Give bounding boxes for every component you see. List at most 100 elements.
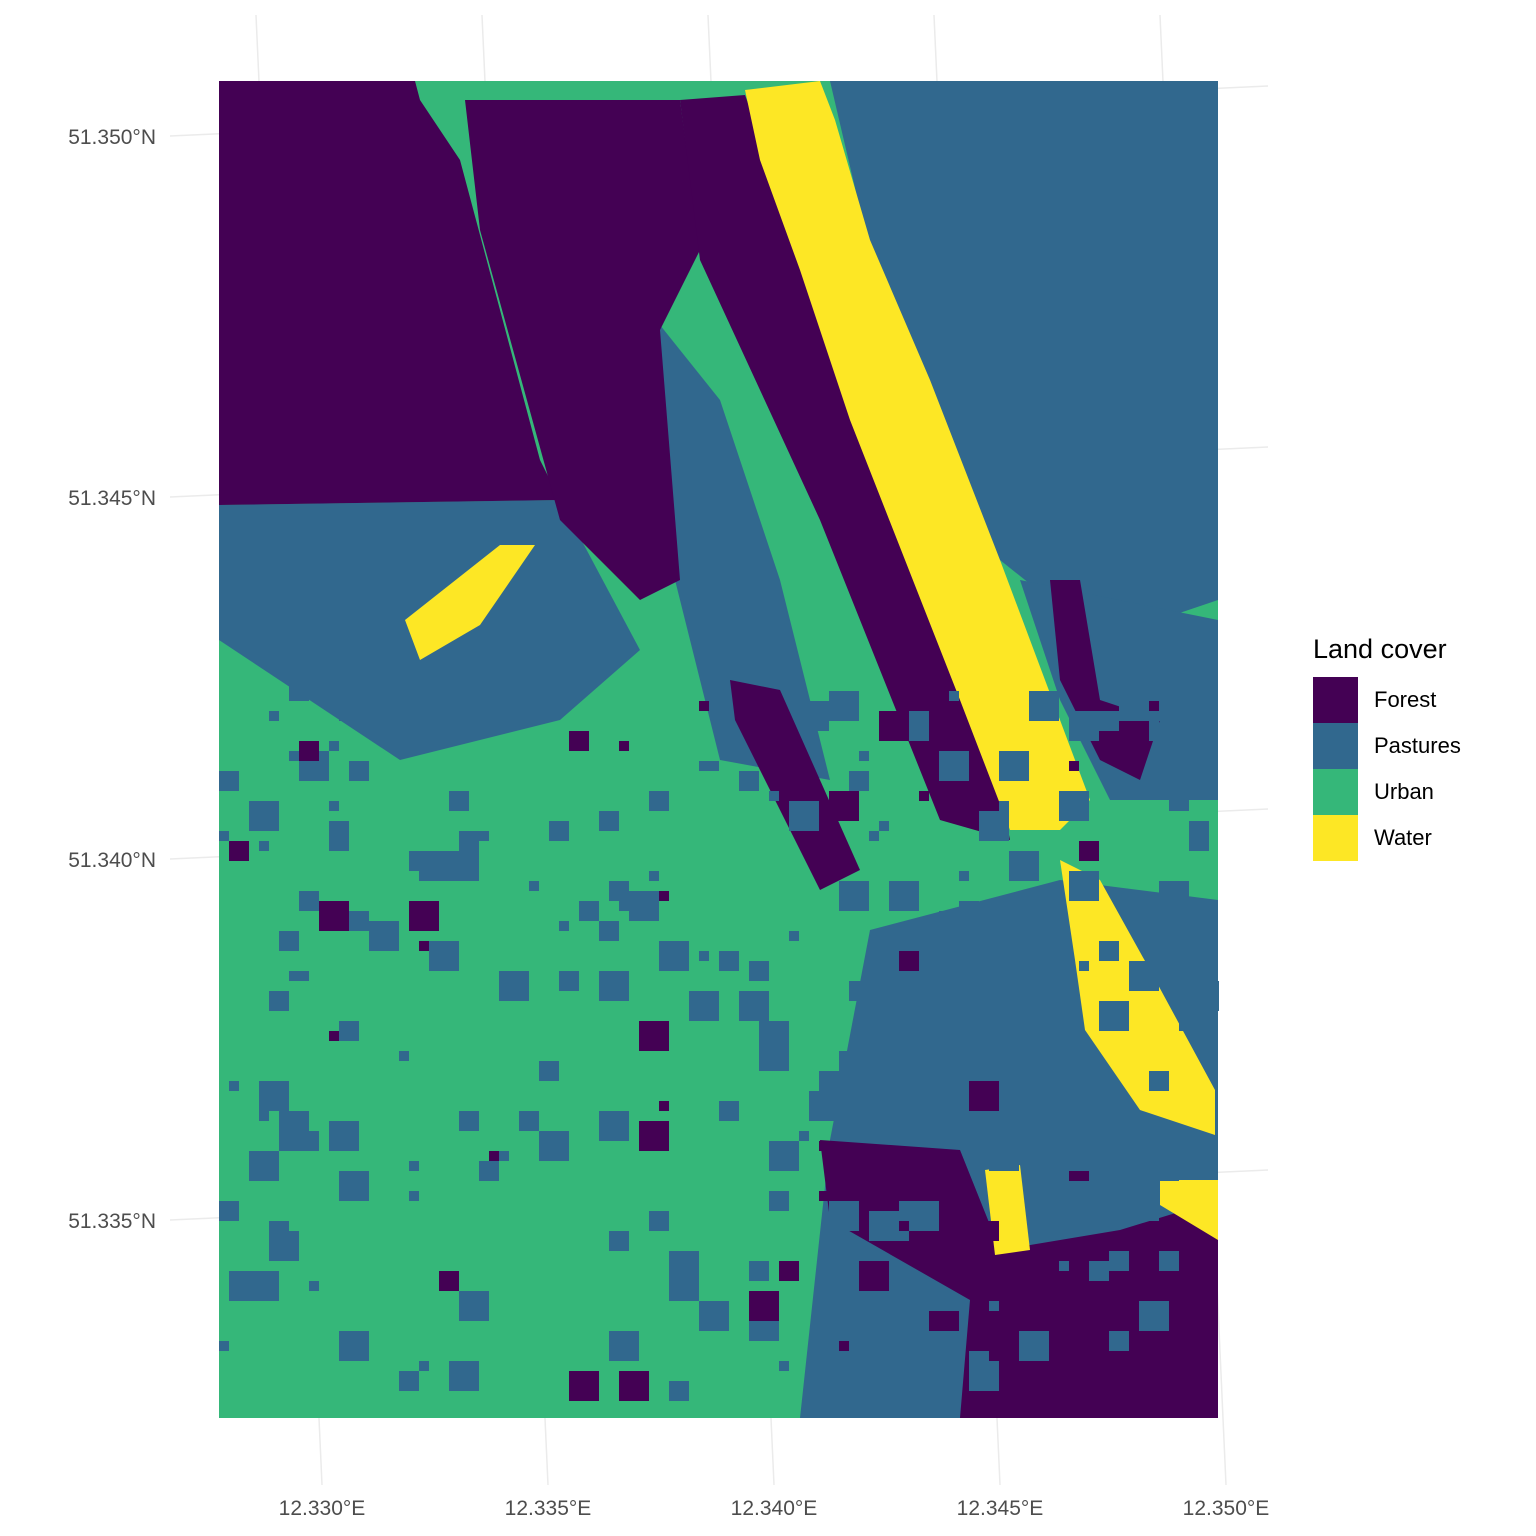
raster-cell bbox=[769, 791, 779, 801]
water-patch bbox=[1060, 860, 1215, 1135]
raster-cell bbox=[929, 1041, 949, 1061]
raster-cell bbox=[409, 1161, 419, 1171]
lon-label: 12.345°E bbox=[957, 1497, 1044, 1520]
legend-title: Land cover bbox=[1313, 634, 1447, 664]
raster-cell bbox=[879, 1291, 889, 1301]
raster-layer bbox=[219, 81, 1219, 1418]
raster-cell bbox=[709, 761, 719, 771]
legend-swatch bbox=[1313, 723, 1358, 769]
lon-label: 12.330°E bbox=[279, 1497, 366, 1520]
raster-cell bbox=[479, 831, 489, 841]
raster-cell bbox=[829, 1201, 859, 1231]
raster-cell bbox=[699, 761, 709, 771]
raster-cell bbox=[329, 741, 339, 751]
raster-cell bbox=[699, 1301, 729, 1331]
raster-cell bbox=[969, 1081, 999, 1111]
raster-cell bbox=[499, 971, 529, 1001]
raster-cell bbox=[799, 1131, 809, 1141]
raster-cell bbox=[409, 1191, 419, 1201]
raster-cell bbox=[809, 1351, 819, 1361]
raster-cell bbox=[919, 1321, 929, 1331]
pastures-patch bbox=[640, 300, 830, 780]
raster-cell bbox=[1019, 981, 1049, 1011]
legend-label: Urban bbox=[1374, 779, 1434, 804]
raster-cell bbox=[1009, 1011, 1039, 1041]
water-patch bbox=[405, 545, 535, 660]
raster-cell bbox=[289, 971, 299, 981]
raster-cell bbox=[719, 1101, 739, 1121]
raster-cell bbox=[1189, 821, 1209, 841]
raster-cell bbox=[599, 821, 609, 831]
lat-label: 51.350°N bbox=[68, 126, 156, 149]
forest-patch bbox=[219, 81, 560, 505]
raster-cell bbox=[339, 711, 349, 721]
raster-cell bbox=[339, 1331, 369, 1361]
lon-label: 12.335°E bbox=[505, 1497, 592, 1520]
raster-cell bbox=[1139, 1201, 1159, 1221]
raster-cell bbox=[319, 901, 349, 931]
raster-cell bbox=[619, 901, 629, 911]
water-patch bbox=[1160, 1180, 1218, 1240]
raster-cell bbox=[429, 941, 459, 971]
raster-cell bbox=[569, 1371, 599, 1401]
raster-cell bbox=[899, 881, 919, 901]
raster-cell bbox=[799, 701, 829, 731]
raster-cell bbox=[339, 1021, 359, 1041]
lon-label: 12.340°E bbox=[731, 1497, 818, 1520]
raster-cell bbox=[369, 921, 399, 951]
raster-cell bbox=[649, 1211, 669, 1231]
legend-swatch bbox=[1313, 769, 1358, 815]
raster-cell bbox=[1149, 1071, 1169, 1091]
raster-cell bbox=[689, 991, 719, 1021]
raster-cell bbox=[869, 1341, 889, 1361]
raster-cell bbox=[819, 1141, 829, 1151]
raster-cell bbox=[229, 1081, 239, 1091]
raster-cell bbox=[219, 1341, 229, 1351]
raster-cell bbox=[289, 681, 309, 701]
raster-cell bbox=[489, 1151, 499, 1161]
raster-cell bbox=[329, 1121, 359, 1151]
legend-item: Water bbox=[1313, 815, 1461, 861]
raster-cell bbox=[869, 1211, 899, 1241]
raster-cell bbox=[459, 1291, 489, 1321]
raster-cell bbox=[599, 971, 629, 1001]
lat-label: 51.335°N bbox=[68, 1210, 156, 1233]
raster-cell bbox=[1079, 961, 1089, 971]
raster-cell bbox=[519, 1111, 539, 1131]
raster-cell bbox=[1149, 1151, 1179, 1181]
raster-cell bbox=[1079, 1081, 1089, 1091]
raster-cell bbox=[859, 751, 869, 761]
raster-cell bbox=[1139, 1301, 1169, 1331]
raster-cell bbox=[229, 841, 249, 861]
raster-cell bbox=[409, 851, 429, 871]
legend-item: Forest bbox=[1313, 677, 1461, 723]
raster-cell bbox=[1009, 851, 1039, 881]
raster-cell bbox=[1119, 691, 1149, 721]
raster-cell bbox=[249, 1271, 279, 1301]
pastures-patch bbox=[830, 81, 1218, 640]
raster-cell bbox=[529, 881, 539, 891]
raster-cell bbox=[1009, 1371, 1019, 1381]
raster-cell bbox=[1149, 731, 1159, 741]
raster-cell bbox=[789, 801, 819, 831]
raster-cell bbox=[619, 1371, 649, 1401]
raster-cell bbox=[859, 1261, 889, 1291]
raster-cell bbox=[339, 1171, 369, 1201]
raster-cell bbox=[829, 1301, 859, 1331]
raster-cell bbox=[1129, 1171, 1139, 1181]
raster-cell bbox=[1149, 721, 1159, 731]
raster-cell bbox=[259, 1111, 269, 1121]
raster-cell bbox=[1059, 1141, 1089, 1171]
raster-cell bbox=[1159, 1251, 1179, 1271]
raster-cell bbox=[749, 961, 769, 981]
raster-cell bbox=[1059, 1261, 1069, 1271]
raster-cell bbox=[749, 1291, 779, 1321]
raster-cell bbox=[609, 1331, 639, 1361]
raster-cell bbox=[849, 771, 869, 791]
lat-label: 51.340°N bbox=[68, 849, 156, 872]
lon-label: 12.350°E bbox=[1183, 1497, 1270, 1520]
raster-cell bbox=[1039, 1161, 1059, 1181]
raster-cell bbox=[769, 1191, 789, 1211]
raster-cell bbox=[639, 1121, 669, 1151]
water-patch bbox=[745, 81, 1090, 830]
